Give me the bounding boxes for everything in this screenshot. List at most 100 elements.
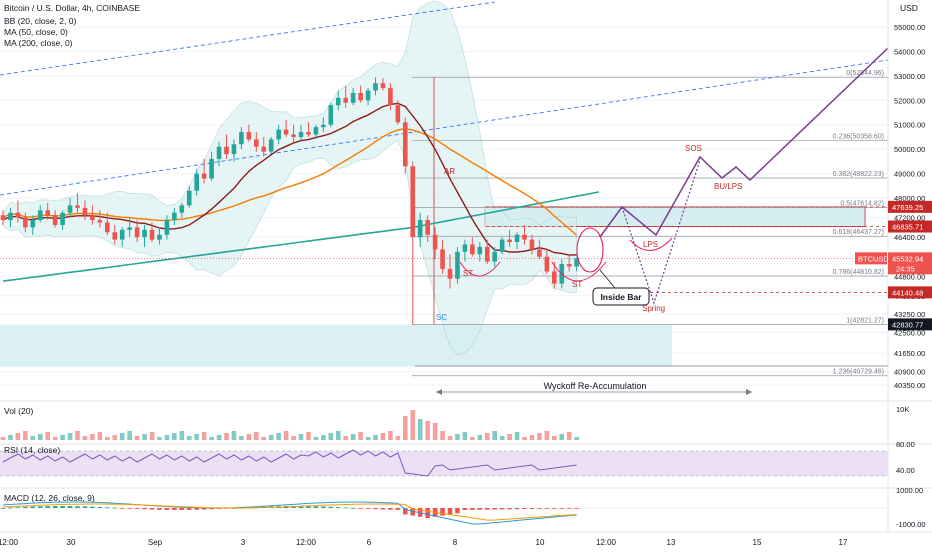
- macd-histogram-bar-71: [529, 508, 535, 509]
- time-tick-6: 8: [453, 538, 458, 547]
- macd-histogram-bar-3: [23, 506, 28, 508]
- candle-body-65: [484, 246, 490, 262]
- candle-body-64: [477, 246, 483, 255]
- volume-bar-43: [321, 435, 326, 440]
- macd-histogram-bar-28: [209, 508, 214, 510]
- volume-bar-31: [231, 431, 237, 440]
- volume-bar-22: [164, 435, 170, 440]
- price-tick-4: 51000.00: [894, 121, 925, 130]
- macd-histogram-bar-0: [0, 508, 6, 509]
- macd-histogram-bar-23: [172, 508, 177, 510]
- annotation-sc: SC: [436, 313, 447, 322]
- candle-body-39: [291, 134, 296, 137]
- macd-histogram-bar-7: [52, 506, 58, 508]
- candle-body-22: [164, 220, 170, 235]
- volume-bar-23: [172, 433, 177, 440]
- volume-bar-41: [306, 432, 311, 440]
- volume-bar-38: [283, 431, 289, 440]
- annotation-wyckoff: Wyckoff Re-Accumulation: [544, 381, 647, 391]
- candle-body-53: [395, 105, 401, 123]
- macd-histogram-bar-55: [410, 508, 416, 516]
- candle-body-70: [522, 234, 527, 240]
- candle-body-73: [544, 256, 550, 272]
- current-price-box: [888, 252, 932, 275]
- candle-body-23: [172, 212, 177, 221]
- macd-histogram-bar-9: [67, 506, 73, 508]
- price-label-2: 44140.48: [892, 288, 923, 297]
- macd-histogram-bar-8: [60, 506, 65, 508]
- currency-label: USD: [900, 3, 918, 13]
- macd-signal-line: [2, 503, 577, 521]
- volume-bar-34: [254, 432, 259, 440]
- macd-histogram-bar-47: [350, 507, 356, 509]
- candle-body-40: [298, 132, 304, 137]
- inside-bar-pointer: [599, 269, 616, 289]
- annotation-lps: LPS: [643, 240, 658, 249]
- candle-body-57: [425, 220, 430, 235]
- volume-bar-13: [97, 432, 103, 440]
- volume-bar-9: [67, 433, 73, 440]
- price-label-box-0: [888, 200, 932, 213]
- volume-bar-20: [149, 432, 155, 440]
- macd-histogram-bar-21: [157, 508, 162, 510]
- volume-bar-32: [239, 436, 244, 440]
- volume-bar-0: [0, 437, 6, 440]
- fib-label-4: 0.618(46437.27): [833, 229, 884, 236]
- trendlines: [0, 1, 889, 367]
- price-tick-6: 49000.00: [894, 170, 925, 179]
- price-tick-3: 52000.00: [894, 96, 925, 105]
- candle-body-17: [127, 227, 132, 230]
- indicator-bb-label: BB (20, close, 2, 0): [4, 16, 76, 26]
- volume-bar-77: [574, 437, 579, 440]
- volume-bar-25: [186, 436, 192, 440]
- macd-histogram-bar-13: [97, 506, 103, 508]
- candle-body-52: [388, 88, 393, 106]
- macd-histogram-bar-24: [179, 508, 185, 510]
- candle-body-34: [254, 139, 259, 147]
- candle-body-47: [350, 92, 356, 103]
- candle-body-25: [186, 190, 192, 206]
- candle-body-63: [470, 244, 475, 255]
- candle-body-43: [321, 124, 326, 128]
- candle-body-14: [105, 222, 110, 233]
- price-tick-1: 54000.00: [894, 47, 925, 56]
- symbol-tag: BTCUSD: [858, 254, 889, 263]
- candle-body-38: [283, 129, 289, 135]
- price-tick-7: 48000.00: [894, 194, 925, 203]
- macd-histogram-bar-75: [559, 508, 565, 509]
- volume-bar-37: [276, 433, 281, 440]
- price-label-0: 47639.25: [892, 203, 923, 212]
- candle-body-74: [552, 271, 557, 284]
- volume-bar-63: [470, 437, 475, 440]
- volume-bar-30: [224, 433, 229, 440]
- volume-bar-71: [529, 435, 535, 440]
- annotation-st-2: ST: [572, 280, 582, 289]
- macd-histogram-bar-52: [388, 508, 393, 510]
- rsi-line: [2, 449, 577, 477]
- annotation-st-1: ST: [463, 269, 473, 278]
- annotation-sos: SOS: [685, 144, 702, 153]
- macd-histogram-bar-57: [425, 508, 430, 518]
- ma200-line: [2, 191, 600, 282]
- macd-histogram-bar-67: [499, 508, 505, 510]
- candle-body-15: [112, 232, 118, 240]
- highlight-zones: [0, 206, 866, 367]
- candle-body-12: [90, 215, 95, 221]
- price-tick-15: 41650.00: [894, 349, 925, 358]
- macd-histogram-bar-11: [82, 506, 88, 508]
- volume-bar-69: [514, 432, 520, 440]
- candle-body-77: [574, 258, 579, 267]
- candle-body-56: [417, 220, 423, 238]
- macd-histogram-bar-22: [164, 508, 170, 510]
- volume-bar-15: [112, 435, 118, 440]
- candle-body-54: [403, 122, 408, 167]
- macd-histogram-bar-17: [127, 508, 132, 509]
- volume-bar-68: [507, 434, 512, 440]
- macd-histogram-bar-27: [201, 508, 207, 510]
- macd-histogram-bar-63: [470, 508, 475, 510]
- macd-histogram-bar-2: [15, 507, 21, 509]
- macd-histogram-bar-72: [537, 508, 542, 509]
- volume-bar-24: [179, 431, 185, 440]
- pane-tick-3: 1000.00: [896, 486, 923, 495]
